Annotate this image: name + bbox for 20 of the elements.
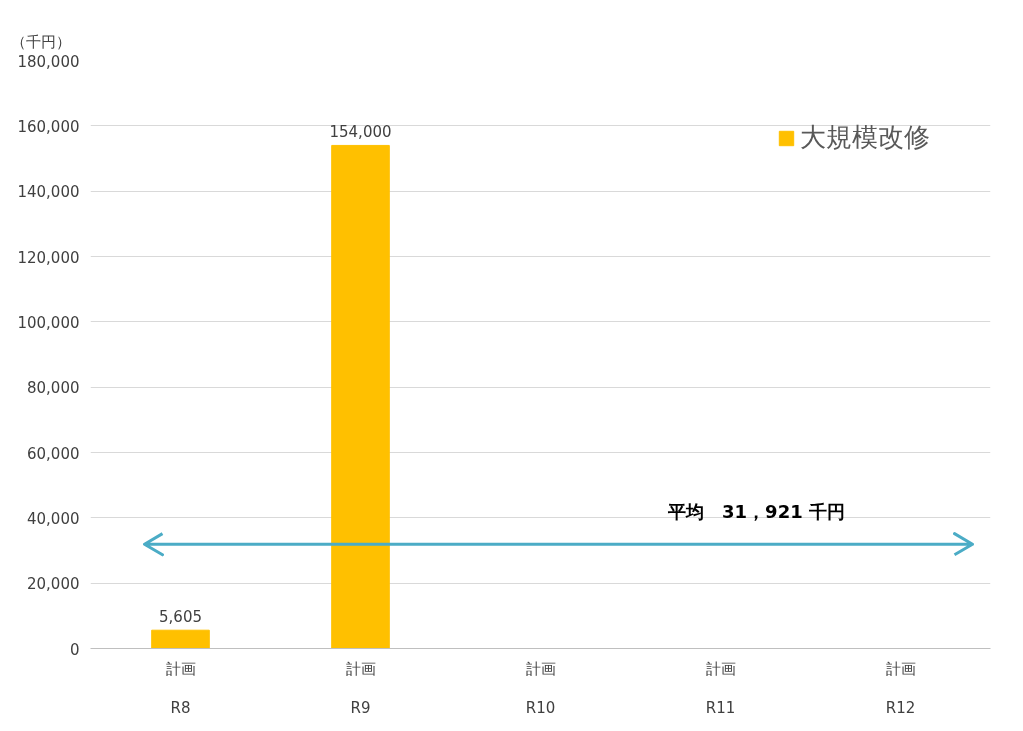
category-label: 計画 R11	[705, 659, 736, 718]
y-tick-label: 20,000	[27, 575, 80, 594]
y-tick-label: 80,000	[27, 379, 80, 398]
ref-line-label: 平均 31，921 千円	[667, 501, 845, 523]
data-label: 5,605	[159, 608, 202, 627]
y-tick-label: 0	[69, 640, 80, 659]
y-tick-label: 160,000	[17, 117, 80, 136]
category-label: 計画 R12	[885, 659, 916, 718]
y-tick-label: 140,000	[17, 183, 80, 202]
y-tick-label: 100,000	[17, 313, 80, 332]
legend-label: 大規模改修	[800, 121, 930, 154]
data-label: 154,000	[329, 123, 392, 142]
category-label: 計画 R8	[165, 659, 196, 718]
y-tick-label: 120,000	[17, 248, 80, 267]
y-axis-title: （千円）	[10, 32, 71, 51]
category-label: 計画 R10	[525, 659, 556, 718]
category-label: 計画 R9	[345, 659, 376, 718]
y-tick-label: 40,000	[27, 509, 80, 528]
y-tick-label: 180,000	[17, 52, 80, 71]
y-tick-label: 60,000	[27, 444, 80, 463]
